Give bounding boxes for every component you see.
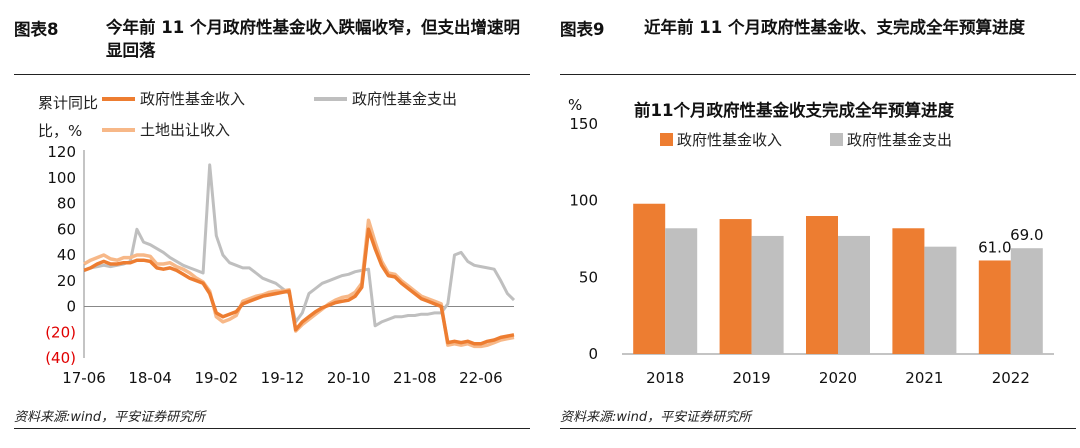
x-tick-label: 2018 (646, 369, 684, 387)
source-divider (560, 428, 1076, 429)
bar (892, 228, 925, 354)
source-note: 资料来源:wind，平安证券研究所 (560, 410, 752, 425)
bar (806, 216, 838, 354)
bar (1010, 248, 1043, 354)
legend-label: 政府性基金支出 (847, 131, 952, 149)
y-tick-label: 50 (579, 268, 598, 286)
figure-label: 图表9 (560, 20, 605, 39)
bar (978, 260, 1011, 354)
figure-title-block: 图表8 今年前 11 个月政府性基金收入跌幅收窄，但支出增速明显回落 (14, 16, 530, 75)
figure-title: 近年前 11 个月政府性基金收、支完成全年预算进度 (644, 18, 1025, 37)
y-tick-label: (40) (45, 349, 76, 367)
legend-label: 政府性基金支出 (352, 90, 457, 108)
y-tick-label: 60 (57, 220, 76, 238)
x-tick-label: 19-12 (261, 369, 305, 387)
y-axis-label: 累计同比 (38, 94, 98, 112)
y-tick-label: 100 (47, 169, 76, 187)
data-label: 61.0 (978, 238, 1011, 256)
y-tick-label: 0 (66, 298, 76, 316)
figure-title: 今年前 11 个月政府性基金收入跌幅收窄，但支出增速明显回落 (106, 18, 520, 60)
y-tick-label: 20 (57, 272, 76, 290)
legend-swatch (830, 133, 843, 146)
x-tick-label: 21-08 (393, 369, 437, 387)
x-tick-label: 2021 (905, 369, 943, 387)
legend-label: 政府性基金收入 (140, 90, 245, 108)
legend-swatch (660, 133, 673, 146)
y-tick-label: (20) (45, 323, 76, 341)
x-tick-label: 18-04 (128, 369, 172, 387)
series-line (83, 227, 515, 346)
y-axis-label: 比，% (38, 122, 82, 140)
right-figure-panel: 图表9 近年前 11 个月政府性基金收、支完成全年预算进度 前11个月政府性基金… (560, 0, 1076, 448)
bar (838, 235, 870, 354)
figure-title-block: 图表9 近年前 11 个月政府性基金收、支完成全年预算进度 (560, 16, 1076, 75)
source-note: 资料来源:wind，平安证券研究所 (14, 410, 206, 425)
legend-label: 土地出让收入 (140, 121, 230, 139)
bar (751, 235, 784, 354)
bar-chart: 前11个月政府性基金收支完成全年预算进度% 政府性基金收入 政府性基金支出 0 50 10… (568, 96, 1054, 387)
source-divider (14, 428, 530, 429)
legend-label: 政府性基金收入 (677, 131, 782, 149)
data-label: 69.0 (1010, 226, 1043, 244)
x-tick-label: 20-10 (327, 369, 371, 387)
y-tick-label: 100 (569, 192, 598, 210)
y-tick-label: 120 (47, 143, 76, 161)
bar (924, 246, 957, 354)
x-tick-label: 19-02 (195, 369, 239, 387)
x-tick-label: 2020 (819, 369, 857, 387)
bar (665, 228, 698, 354)
bar (633, 203, 666, 354)
series-line (83, 163, 516, 328)
y-tick-label: 80 (57, 195, 76, 213)
x-tick-label: 22-06 (459, 369, 503, 387)
chart-title: 前11个月政府性基金收支完成全年预算进度 (634, 100, 954, 120)
y-axis-unit: % (568, 96, 582, 114)
y-tick-label: 40 (57, 246, 76, 264)
x-tick-label: 2022 (992, 369, 1030, 387)
x-tick-label: 17-06 (62, 369, 106, 387)
x-tick-label: 2019 (733, 369, 771, 387)
figure-label: 图表8 (14, 20, 59, 39)
bar (719, 219, 752, 354)
y-tick-label: 150 (569, 115, 598, 133)
y-tick-label: 0 (588, 345, 598, 363)
left-figure-panel: 图表8 今年前 11 个月政府性基金收入跌幅收窄，但支出增速明显回落 累计同比比… (14, 0, 530, 448)
